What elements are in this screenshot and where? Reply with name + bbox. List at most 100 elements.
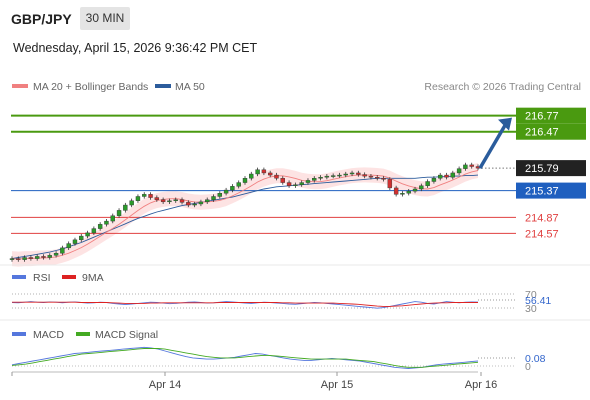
rsi-tick-30: 30: [525, 303, 537, 315]
rsi-last-value: 56.41: [525, 295, 551, 307]
rsi-legend-label: RSI: [33, 272, 51, 284]
level-label-214.87: 214.87: [525, 212, 559, 224]
candle-body: [179, 199, 185, 203]
candle-body: [110, 215, 115, 222]
candle-body: [205, 199, 210, 203]
rsi-ma-legend-swatch: [62, 275, 76, 279]
level-tag-215.37: 215.37: [516, 182, 586, 199]
candle-body: [104, 220, 109, 225]
ma50-legend-label: MA 50: [175, 81, 205, 93]
ma50-legend-swatch: [155, 84, 171, 88]
candle-body: [387, 179, 393, 189]
ma20-legend-swatch: [12, 84, 28, 88]
rsi-line: [11, 301, 479, 309]
candle-body: [444, 174, 449, 178]
candle-body: [469, 164, 474, 167]
candle-body: [34, 256, 40, 259]
candle-body: [324, 175, 330, 178]
macd-signal-line: [11, 348, 479, 368]
datetime-label: Wednesday, April 15, 2026 9:36:42 PM CET: [13, 41, 258, 55]
candle-body: [337, 174, 342, 177]
candle-body: [318, 177, 323, 179]
candle-body: [16, 258, 21, 260]
level-tag-label-216.77: 216.77: [525, 111, 559, 123]
candle-body: [400, 193, 405, 195]
candle-body: [242, 178, 248, 183]
candle-body: [362, 174, 367, 177]
candle-body: [356, 172, 361, 175]
last-price-tag: 215.79: [516, 160, 586, 177]
last-price-tag-label: 215.79: [525, 163, 559, 175]
ma20-line: [11, 170, 479, 260]
candle-body: [412, 188, 418, 192]
rsi-legend-swatch: [12, 275, 26, 279]
candle-body: [274, 174, 279, 179]
target-arrow-head: [498, 117, 512, 131]
candle-body: [286, 182, 292, 186]
last-price-tag-bg: [516, 160, 586, 177]
candle-body: [236, 182, 241, 187]
candle-body: [123, 204, 128, 211]
candle-body: [375, 177, 380, 179]
copyright-label: Research © 2026 Trading Central: [424, 81, 581, 93]
candle-body: [186, 202, 191, 206]
candle-body: [267, 172, 273, 176]
candle-body: [223, 189, 229, 194]
candle-body: [305, 180, 311, 183]
candle-body: [406, 190, 411, 194]
rsi-tick-70: 70: [525, 289, 537, 301]
candle-body: [330, 175, 336, 177]
ma20-legend-label: MA 20 + Bollinger Bands: [33, 81, 148, 93]
candle-body: [97, 224, 103, 229]
ma50-line: [11, 174, 479, 260]
candle-body: [456, 168, 462, 174]
macd-signal-legend-swatch: [76, 332, 90, 336]
candle-body: [9, 258, 15, 260]
candle-body: [425, 181, 430, 186]
price-panel: 216.77 216.47 215.79 215.37 214.87 214.57: [9, 107, 586, 267]
candle-body: [293, 184, 298, 186]
candle-body: [438, 174, 443, 179]
candle-body: [167, 200, 172, 203]
macd-line: [11, 346, 479, 369]
x-tick-label: Apr 15: [321, 379, 353, 391]
macd-signal-legend-label: MACD Signal: [95, 329, 158, 341]
candle-body: [72, 239, 78, 244]
candle-body: [249, 173, 254, 179]
timeframe-badge[interactable]: 30 MIN: [80, 7, 130, 30]
candle-body: [450, 172, 456, 178]
level-tag-bg-216.77: [516, 107, 586, 124]
candle-body: [154, 197, 160, 200]
level-tag-bg-215.37: [516, 182, 586, 199]
candle-body: [79, 235, 84, 241]
rsi-ma-legend-label: 9MA: [82, 272, 104, 284]
level-tag-216.77: 216.77: [516, 107, 586, 124]
candle-body: [280, 178, 285, 183]
candle-body: [431, 178, 437, 182]
candle-body: [91, 228, 97, 234]
candle-body: [419, 185, 424, 190]
candle-body: [217, 193, 223, 197]
candle-body: [47, 255, 52, 258]
macd-legend-swatch: [12, 332, 26, 336]
candle-body: [343, 173, 348, 176]
level-tag-label-215.37: 215.37: [525, 186, 559, 198]
candle-body: [299, 182, 304, 185]
x-tick-label: Apr 14: [149, 379, 181, 391]
candle-body: [148, 194, 153, 198]
macd-legend-label: MACD: [33, 329, 64, 341]
candle-body: [135, 196, 141, 201]
candle-body: [173, 199, 178, 201]
candle-body: [198, 201, 204, 205]
macd-last-value: 0.08: [525, 353, 546, 365]
level-label-214.57: 214.57: [525, 228, 559, 240]
symbol-title: GBP/JPY: [11, 11, 72, 27]
rsi-ma-line: [12, 301, 478, 307]
candle-body: [41, 256, 46, 258]
macd-panel: 00.08 Apr 14 Apr 15 Apr 16: [0, 319, 590, 391]
candle-body: [160, 199, 166, 203]
candle-body: [53, 253, 59, 256]
candle-body: [393, 187, 399, 195]
level-tag-216.47: 216.47: [516, 123, 586, 140]
